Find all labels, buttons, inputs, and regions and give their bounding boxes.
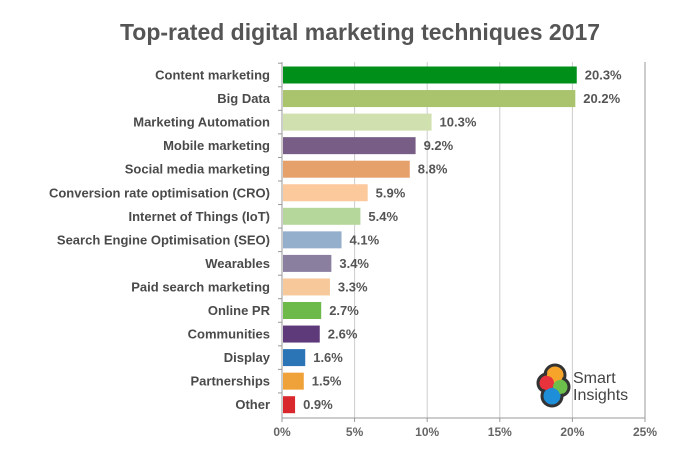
bar [283, 254, 332, 272]
value-label: 2.7% [329, 303, 359, 318]
bar [283, 113, 432, 131]
x-tick-label: 0% [273, 425, 291, 439]
value-label: 3.4% [339, 256, 369, 271]
bar [283, 302, 322, 319]
bar [283, 349, 306, 367]
bar [283, 66, 577, 84]
category-label: Display [224, 350, 271, 365]
value-label: 10.3% [440, 115, 477, 130]
category-label: Content marketing [155, 68, 270, 83]
x-tick-label: 20% [560, 425, 584, 439]
category-label: Conversion rate optimisation (CRO) [49, 185, 270, 200]
category-label: Online PR [208, 303, 271, 318]
value-label: 2.6% [328, 327, 358, 342]
x-tick-label: 5% [346, 425, 364, 439]
value-label: 5.4% [368, 209, 398, 224]
value-label: 1.6% [313, 350, 343, 365]
value-label: 4.1% [350, 232, 380, 247]
bar [283, 278, 330, 296]
value-label: 1.5% [312, 374, 342, 389]
category-label: Wearables [205, 256, 270, 271]
bar [283, 372, 304, 390]
smart-insights-logo: Smart Insights [536, 363, 628, 408]
value-label: 9.2% [424, 138, 454, 153]
value-label: 8.8% [418, 162, 448, 177]
value-label: 0.9% [303, 397, 333, 412]
value-label: 3.3% [338, 279, 368, 294]
bar [283, 160, 410, 178]
category-label: Search Engine Optimisation (SEO) [57, 232, 270, 247]
bar [283, 207, 361, 225]
category-label: Social media marketing [125, 162, 270, 177]
value-label: 20.3% [585, 68, 622, 83]
category-label: Big Data [217, 91, 271, 106]
x-tick-label: 15% [488, 425, 512, 439]
svg-text:Insights: Insights [573, 387, 628, 404]
bar [283, 184, 368, 202]
bar [283, 137, 416, 155]
bar [283, 325, 320, 343]
svg-text:Smart: Smart [573, 370, 616, 387]
x-tick-label: 10% [415, 425, 439, 439]
bar [283, 396, 296, 414]
value-label: 5.9% [376, 185, 406, 200]
x-tick-label: 25% [633, 425, 657, 439]
bar [283, 231, 342, 249]
chart-title: Top-rated digital marketing techniques 2… [120, 19, 600, 45]
bar [283, 90, 576, 108]
category-label: Partnerships [191, 374, 270, 389]
category-label: Internet of Things (IoT) [128, 209, 270, 224]
category-label: Communities [188, 327, 270, 342]
category-label: Mobile marketing [163, 138, 270, 153]
category-label: Other [235, 397, 270, 412]
value-label: 20.2% [583, 91, 620, 106]
category-label: Paid search marketing [131, 279, 270, 294]
category-label: Marketing Automation [133, 115, 270, 130]
